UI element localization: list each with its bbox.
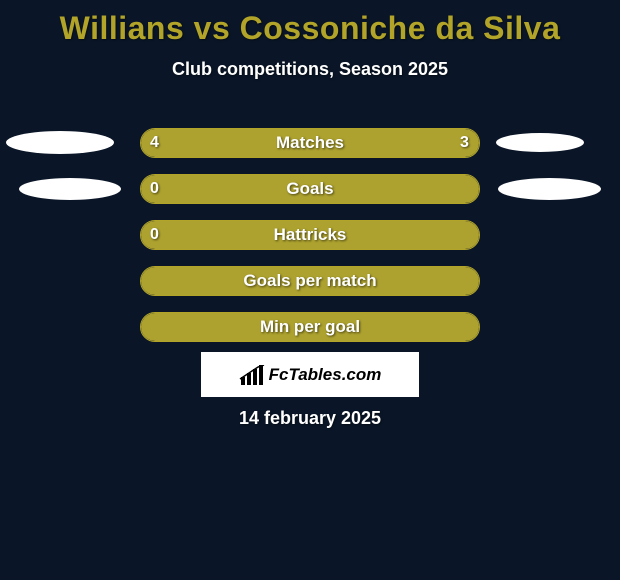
stat-rows: Matches43Goals0Hattricks0Goals per match… bbox=[0, 120, 620, 350]
comparison-subtitle: Club competitions, Season 2025 bbox=[0, 59, 620, 80]
stat-bar-track bbox=[140, 220, 480, 250]
stat-row: Goals0 bbox=[0, 166, 620, 212]
stat-value-left: 0 bbox=[150, 226, 159, 244]
stat-row: Hattricks0 bbox=[0, 212, 620, 258]
stat-value-left: 4 bbox=[150, 134, 159, 152]
logo-text: FcTables.com bbox=[269, 365, 382, 385]
stat-row: Matches43 bbox=[0, 120, 620, 166]
stat-bar-track bbox=[140, 174, 480, 204]
stat-bar-track bbox=[140, 128, 480, 158]
player-oval-right bbox=[498, 178, 601, 200]
stat-bar-track bbox=[140, 266, 480, 296]
stat-bar-fill-left bbox=[141, 313, 479, 341]
stat-bar-fill-left bbox=[141, 129, 334, 157]
stat-row: Min per goal bbox=[0, 304, 620, 350]
stat-value-left: 0 bbox=[150, 180, 159, 198]
chart-icon bbox=[239, 365, 265, 385]
footer-date: 14 february 2025 bbox=[0, 408, 620, 429]
stat-value-right: 3 bbox=[460, 134, 469, 152]
comparison-title: Willians vs Cossoniche da Silva bbox=[0, 0, 620, 47]
stat-bar-fill-left bbox=[141, 267, 479, 295]
logo: FcTables.com bbox=[239, 365, 382, 385]
player-oval-left bbox=[19, 178, 121, 200]
logo-box: FcTables.com bbox=[201, 352, 419, 397]
stat-bar-fill-left bbox=[141, 175, 479, 203]
stat-bar-fill-right bbox=[334, 129, 479, 157]
player-oval-left bbox=[6, 131, 114, 154]
stat-bar-track bbox=[140, 312, 480, 342]
player-oval-right bbox=[496, 133, 584, 152]
stat-bar-fill-left bbox=[141, 221, 479, 249]
stat-row: Goals per match bbox=[0, 258, 620, 304]
